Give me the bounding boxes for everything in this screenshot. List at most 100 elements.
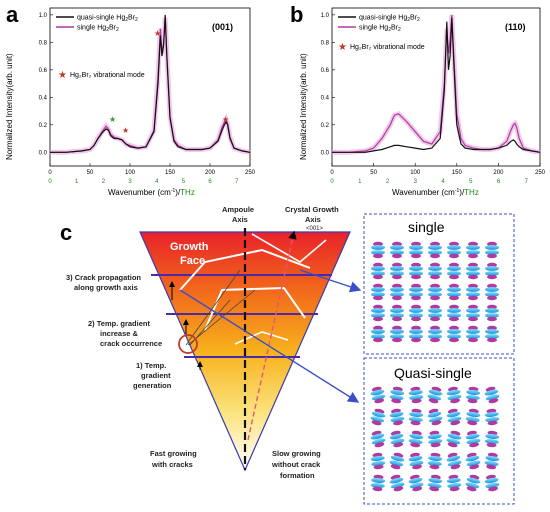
molecule-icon — [389, 474, 405, 492]
series-group-a — [50, 14, 251, 155]
molecule-icon — [428, 325, 442, 343]
plot-frame-a — [49, 7, 251, 167]
slow-growing-label: Slow growing — [272, 449, 321, 458]
crack-line — [187, 289, 256, 346]
thz-tick-labels-a: 0 1 2 3 4 5 6 7 — [48, 179, 239, 185]
thz-tick-label: 1 — [358, 179, 362, 185]
quasi-single-box-title: Quasi-single — [394, 365, 472, 381]
molecule-icon — [370, 452, 386, 470]
molecule-icon — [447, 241, 461, 259]
y-tick-label: 0.8 — [321, 40, 330, 46]
growth-contour — [204, 286, 306, 331]
series-halo — [332, 14, 541, 155]
molecule-icon — [389, 386, 405, 404]
y-tick-label: 0.2 — [39, 123, 48, 129]
molecule-icon — [447, 262, 461, 280]
thz-tick-label: 7 — [235, 179, 239, 185]
peak-star-icon: ★ — [109, 115, 116, 124]
molecule-icon — [408, 474, 424, 492]
pointer-arrow — [179, 289, 360, 403]
chart-panel-b: b 0.0 0.2 0.4 0.6 0.8 1.0 0 50 100 150 200 250 0 1 2… — [290, 2, 546, 197]
slow-growing-label: formation — [280, 471, 315, 480]
molecule-icon — [428, 262, 442, 280]
molecule-icon — [466, 241, 480, 259]
molecule-icon — [370, 408, 386, 426]
y-tick-label: 0.4 — [39, 95, 48, 101]
x-axis-label-a: Wavenumber (cm-1)/THz — [108, 188, 195, 197]
x-tick-label: 100 — [410, 170, 421, 176]
x-tick-label: 250 — [245, 170, 256, 176]
molecule-icon — [446, 386, 462, 404]
y-tick-label: 0.4 — [321, 95, 330, 101]
molecule-icon — [371, 304, 385, 322]
crystal-axis-index: <001> — [306, 226, 324, 232]
thz-tick-label: 6 — [208, 179, 212, 185]
y-tick-label: 0.6 — [39, 68, 48, 74]
quasi-molecule-grid — [370, 386, 500, 492]
x-tick-labels-b: 0 50 100 150 200 250 — [330, 163, 546, 176]
y-axis-label-b: Normalized Intensity(arb. unit) — [299, 53, 308, 160]
y-tick-label: 0.0 — [39, 150, 48, 156]
growth-face-label: Growth — [170, 241, 209, 253]
molecule-icon — [428, 283, 442, 301]
thz-tick-label: 2 — [102, 179, 106, 185]
series-line — [332, 17, 541, 153]
x-axis-label-b: Wavenumber (cm-1)/THz — [392, 188, 479, 197]
molecule-icon — [484, 430, 500, 448]
crystal-axis-label: Crystal Growth — [285, 205, 339, 214]
molecule-icon — [408, 430, 424, 448]
thz-tick-label: 5 — [469, 179, 473, 185]
legend-label-quasi-a: quasi-single Hg2Br2 — [77, 15, 138, 24]
ampoule-axis-label: Ampoule — [222, 205, 254, 214]
growth-contour — [179, 248, 311, 291]
x-tick-label: 50 — [87, 170, 94, 176]
molecule-icon — [466, 304, 480, 322]
molecule-icon — [371, 262, 385, 280]
molecule-icon — [389, 430, 405, 448]
molecule-icon — [447, 283, 461, 301]
molecule-icon — [446, 474, 462, 492]
peak-star-icon: ★ — [154, 29, 161, 38]
molecule-icon — [371, 241, 385, 259]
series-group-b — [332, 14, 541, 155]
y-tick-label: 0.8 — [39, 40, 48, 46]
molecule-icon — [390, 304, 404, 322]
peak-star-icon: ★ — [222, 115, 229, 124]
molecule-icon — [446, 452, 462, 470]
y-tick-labels-b: 0.0 0.2 0.4 0.6 0.8 1.0 — [321, 13, 335, 156]
plot-frame-b — [331, 7, 541, 167]
y-tick-label: 1.0 — [321, 13, 330, 19]
thz-tick-label: 3 — [414, 179, 418, 185]
legend-label-quasi-b: quasi-single Hg2Br2 — [359, 15, 420, 24]
step3-label: along growth axis — [74, 283, 138, 292]
crystal-axis-label: Axis — [305, 215, 321, 224]
thz-tick-label: 4 — [155, 179, 159, 185]
y-tick-label: 0.2 — [321, 123, 330, 129]
fast-growing-label: with cracks — [151, 460, 193, 469]
molecule-icon — [466, 283, 480, 301]
mode-label-b: Hg₂Br₂ vibrational mode — [350, 44, 425, 51]
molecule-icon — [428, 304, 442, 322]
thz-tick-label: 4 — [441, 179, 445, 185]
molecule-icon — [409, 325, 423, 343]
molecule-icon — [370, 430, 386, 448]
x-tick-label: 100 — [125, 170, 136, 176]
x-tick-label: 50 — [370, 170, 377, 176]
molecule-icon — [485, 283, 499, 301]
single-box-title: single — [408, 219, 445, 235]
molecule-icon — [371, 283, 385, 301]
step1-label: generation — [133, 381, 172, 390]
molecule-icon — [485, 304, 499, 322]
panel-label-c: c — [60, 220, 72, 245]
chart-panel-a: a 0.0 0.2 0.4 0.6 0.8 1.0 0 50 100 150 200 250 0 1 2… — [5, 2, 256, 197]
series-line — [50, 14, 251, 153]
molecule-icon — [409, 283, 423, 301]
molecule-icon — [408, 386, 424, 404]
legend-label-single-a: single Hg2Br2 — [77, 25, 119, 34]
molecule-icon — [427, 408, 443, 426]
panel-label-b: b — [290, 2, 303, 27]
step1-label: 1) Temp. — [136, 361, 166, 370]
series-line — [332, 14, 541, 153]
y-tick-label: 0.6 — [321, 68, 330, 74]
molecule-icon — [485, 262, 499, 280]
